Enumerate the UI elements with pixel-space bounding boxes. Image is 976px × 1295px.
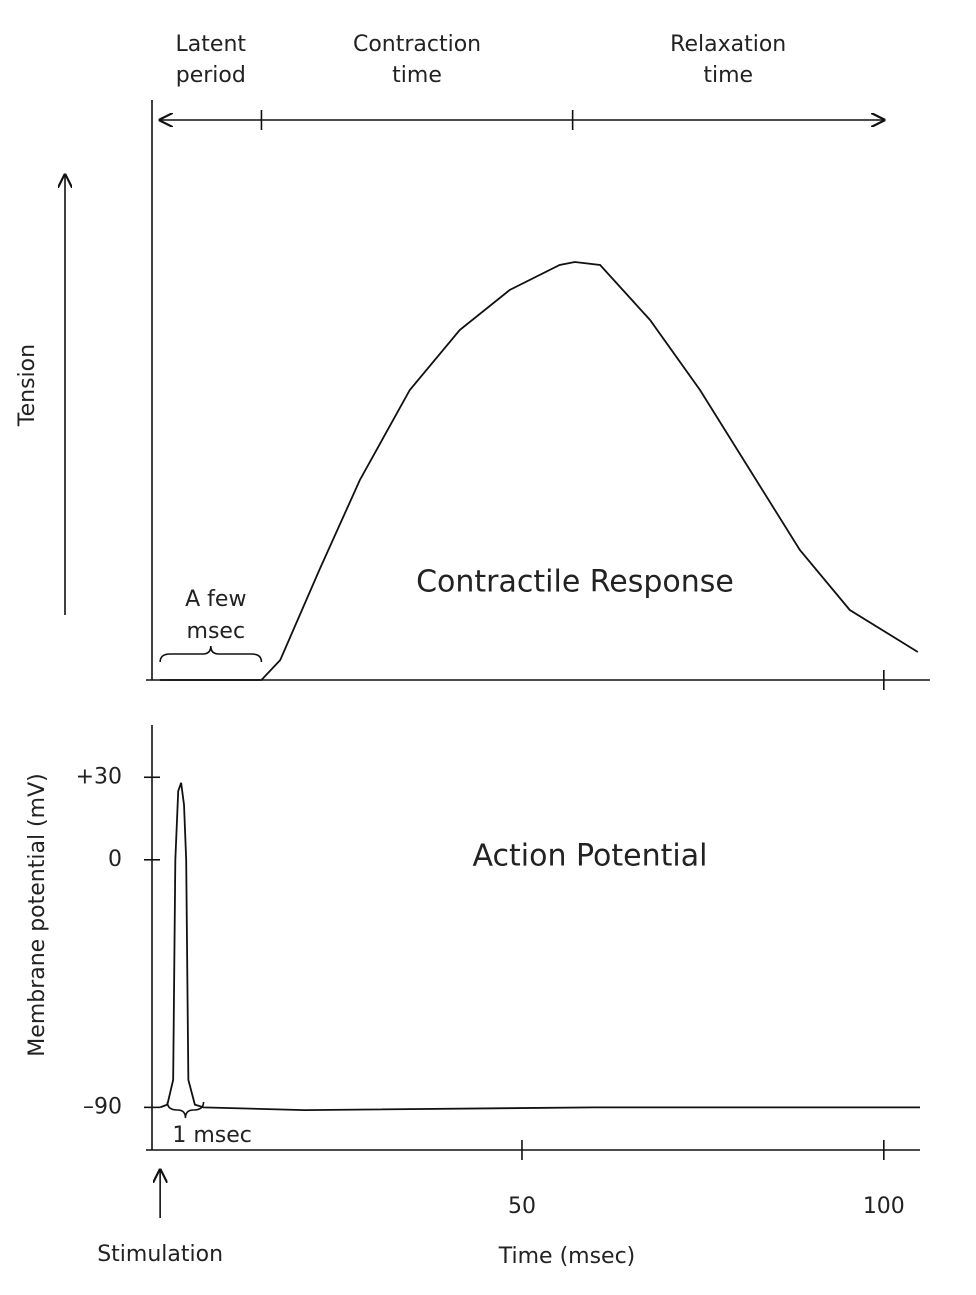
- phase-label: time: [392, 63, 442, 88]
- y-axis-label: Membrane potential (mV): [25, 773, 50, 1056]
- phase-label: Contraction: [353, 32, 481, 57]
- brace: [159, 645, 263, 663]
- y-tick-label: –90: [83, 1094, 122, 1119]
- stimulation-label: Stimulation: [97, 1242, 223, 1267]
- phase-label: period: [176, 63, 246, 88]
- chart-title: Contractile Response: [416, 565, 734, 600]
- annotation: msec: [187, 619, 246, 644]
- line: [160, 261, 919, 681]
- annotation: A few: [185, 587, 246, 612]
- phase-label: Relaxation: [670, 32, 786, 57]
- x-tick-label: 100: [863, 1194, 905, 1219]
- x-tick-label: 50: [508, 1194, 536, 1219]
- brace: [166, 1101, 205, 1119]
- y-axis-label: Tension: [15, 344, 40, 427]
- chart-title: Action Potential: [473, 839, 708, 874]
- phase-label: Latent: [176, 32, 247, 57]
- y-tick-label: 0: [108, 847, 122, 872]
- x-axis-label: Time (msec): [498, 1244, 636, 1269]
- y-tick-label: +30: [76, 764, 122, 789]
- phase-label: time: [703, 63, 753, 88]
- annotation: 1 msec: [172, 1123, 252, 1148]
- line: [159, 782, 920, 1112]
